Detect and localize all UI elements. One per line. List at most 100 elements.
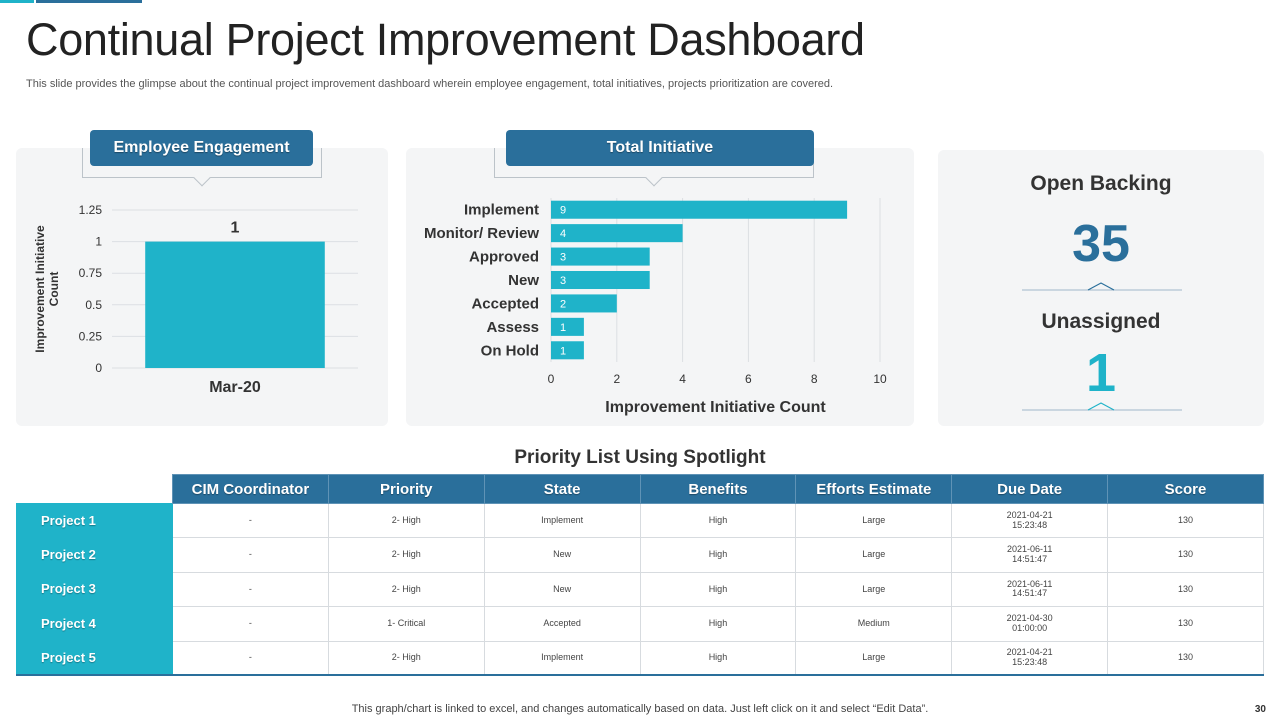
benefits-cell: High: [639, 640, 797, 677]
due-date-time: 15:23:48: [1012, 657, 1048, 667]
bar-data-label: 9: [560, 205, 566, 217]
due-date-day: 2021-06-11: [1006, 544, 1053, 555]
due-date-cell: 2021-06-11 14:51:47: [951, 571, 1109, 608]
due-date-time: 14:51:47: [1012, 588, 1048, 599]
table-corner-cell: [17, 475, 173, 504]
cim-coordinator-cell: -: [172, 571, 329, 608]
x-tick-label: 4: [679, 372, 686, 386]
column-header-priority: Priority: [327, 474, 485, 504]
column-header-benefits: Benefits: [639, 474, 797, 504]
bar-data-label: 3: [560, 252, 566, 264]
x-tick-label: 0: [548, 372, 555, 386]
score-cell: 130: [1107, 502, 1264, 539]
page-number: 30: [1254, 704, 1266, 715]
bar: [551, 317, 584, 336]
state-cell: Implement: [483, 640, 641, 677]
state-cell: Implement: [483, 502, 641, 539]
priority-cell: 1- Critical: [327, 606, 485, 642]
employee-engagement-header: Employee Engagement: [90, 130, 313, 166]
employee-engagement-chart: 0 0.25 0.5 0.75 1 1.25 1 Mar-20 Improvement Init…: [33, 203, 358, 396]
page-title: Continual Project Improvement Dashboard: [26, 14, 865, 65]
project-name-cell: Project 3: [16, 571, 173, 608]
x-tick-label: 8: [811, 372, 818, 386]
employee-engagement-panel: 0 0.25 0.5 0.75 1 1.25 1 Mar-20 Improvement Init…: [16, 148, 388, 426]
table-row: Project 2 - 2- High New High Large 2021-…: [16, 537, 1264, 573]
cim-coordinator-cell: -: [172, 502, 329, 539]
bar-data-label: 2: [560, 298, 566, 310]
due-date-cell: 2021-04-21 15:23:48: [951, 502, 1109, 539]
y-tick-label: 1.25: [79, 203, 103, 217]
bar: [551, 247, 650, 266]
priority-table-title: Priority List Using Spotlight: [514, 447, 766, 468]
state-cell: Accepted: [483, 606, 641, 642]
bar-data-label: 1: [231, 220, 240, 237]
open-backing-panel: Open Backing 35 Unassigned 1: [938, 150, 1264, 426]
bar: [551, 294, 617, 313]
y-category-label: Implement: [464, 202, 539, 219]
benefits-cell: High: [639, 502, 797, 539]
open-backing-label: Open Backing: [1030, 172, 1172, 195]
bar-data-label: 4: [560, 228, 566, 240]
top-accent-bar-teal: [0, 0, 34, 3]
priority-cell: 2- High: [327, 502, 485, 539]
score-cell: 130: [1107, 640, 1264, 677]
bar: [551, 224, 683, 243]
priority-cell: 2- High: [327, 537, 485, 573]
column-header-state: State: [483, 474, 641, 504]
cim-coordinator-cell: -: [172, 606, 329, 642]
y-tick-label: 1: [95, 235, 102, 249]
project-name-cell: Project 4: [16, 606, 173, 642]
x-tick-label: 2: [613, 372, 620, 386]
open-backing-divider: [1022, 282, 1182, 291]
efforts-estimate-cell: Large: [795, 537, 953, 573]
due-date-day: 2021-04-21: [1006, 647, 1053, 658]
state-cell: New: [483, 571, 641, 608]
benefits-cell: High: [639, 606, 797, 642]
cim-coordinator-cell: -: [172, 640, 329, 677]
page-subtitle: This slide provides the glimpse about th…: [26, 78, 834, 90]
column-header-efforts-estimate: Efforts Estimate: [795, 474, 953, 504]
table-header-row: CIM Coordinator Priority State Benefits …: [17, 474, 1264, 504]
y-tick-label: 0: [95, 361, 102, 375]
table-row: Project 1 - 2- High Implement High Large…: [16, 502, 1264, 539]
state-cell: New: [483, 537, 641, 573]
bar-data-label: 1: [560, 345, 566, 357]
table-row: Project 3 - 2- High New High Large 2021-…: [16, 571, 1264, 608]
project-name-cell: Project 5: [16, 640, 173, 677]
bar-data-label: 1: [560, 322, 566, 334]
x-tick-label: 6: [745, 372, 752, 386]
due-date-time: 14:51:47: [1012, 554, 1048, 565]
due-date-time: 01:00:00: [1012, 622, 1048, 633]
x-tick-label: 10: [873, 372, 887, 386]
score-cell: 130: [1107, 606, 1264, 642]
due-date-day: 2021-04-21: [1006, 509, 1053, 520]
top-accent-bar-blue: [36, 0, 142, 3]
total-initiative-panel: 0 2 4 6 8 10 9 Implement 4 Monitor/ Review 3 Approv…: [406, 148, 914, 426]
total-initiative-chart: 0 2 4 6 8 10 9 Implement 4 Monitor/ Review 3 Approv…: [424, 198, 887, 416]
y-tick-label: 0.75: [79, 266, 103, 280]
project-name-cell: Project 2: [16, 537, 173, 573]
priority-table: CIM Coordinator Priority State Benefits …: [16, 474, 1264, 677]
open-backing-value: 35: [1072, 215, 1130, 273]
y-category-label: Approved: [469, 249, 539, 266]
column-header-score: Score: [1107, 474, 1264, 504]
score-cell: 130: [1107, 537, 1264, 573]
footnote: This graph/chart is linked to excel, and…: [351, 703, 929, 715]
unassigned-divider: [1022, 402, 1182, 411]
bar-data-label: 3: [560, 275, 566, 287]
y-category-label: Accepted: [471, 295, 539, 312]
y-category-label: Assess: [486, 319, 539, 336]
bar: [551, 341, 584, 360]
y-tick-label: 0.5: [85, 298, 102, 312]
unassigned-label: Unassigned: [1041, 310, 1161, 333]
efforts-estimate-cell: Large: [795, 640, 953, 677]
column-header-cim-coordinator: CIM Coordinator: [172, 474, 329, 504]
efforts-estimate-cell: Large: [795, 502, 953, 539]
due-date-cell: 2021-04-30 01:00:00: [951, 606, 1109, 642]
total-initiative-header: Total Initiative: [506, 130, 814, 166]
priority-cell: 2- High: [327, 640, 485, 677]
project-name-cell: Project 1: [16, 502, 173, 539]
y-axis-label: Improvement InitiativeCount: [33, 225, 61, 353]
due-date-day: 2021-06-11: [1006, 578, 1053, 589]
due-date-cell: 2021-06-11 14:51:47: [951, 537, 1109, 573]
